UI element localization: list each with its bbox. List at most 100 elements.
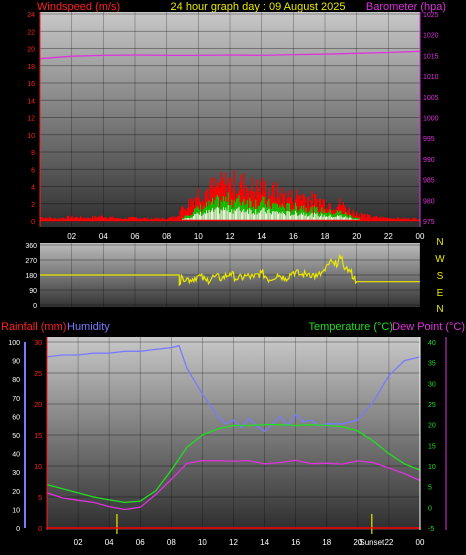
- temperature-y-tick-label: 30: [428, 381, 436, 388]
- temp-x-tick-label: 14: [260, 538, 269, 547]
- humidity-y-tick-label: 50: [12, 433, 20, 440]
- humidity-y-tick-label: 60: [12, 414, 20, 421]
- wind-x-tick-label: 18: [321, 232, 330, 241]
- wind-y-tick-label: 24: [27, 12, 35, 19]
- temperature-y-tick-label: -5: [428, 526, 434, 533]
- rainfall-y-tick-label: 5: [38, 495, 42, 502]
- barometer-y-tick-label: 1025: [423, 12, 439, 19]
- barometer-y-tick-label: 1015: [423, 53, 439, 60]
- temp-x-tick-label: 06: [136, 538, 145, 547]
- compass-label: W: [435, 254, 445, 265]
- temperature-panel-marks: [46, 344, 421, 534]
- wind-y-tick-label: 2: [31, 202, 35, 209]
- wind-y-tick-label: 0: [31, 219, 35, 226]
- temp-x-tick-label: 04: [105, 538, 114, 547]
- rainfall-y-tick-label: 0: [38, 526, 42, 533]
- temp-x-tick-label: 22: [384, 538, 393, 547]
- temp-x-tick-label: 16: [291, 538, 300, 547]
- direction-panel-marks: [40, 253, 420, 287]
- barometer-y-tick-label: 980: [423, 198, 435, 205]
- temp-x-tick-label: 18: [322, 538, 331, 547]
- wind-x-tick-label: 12: [226, 232, 235, 241]
- temperature-axis-title: Temperature (°C): [309, 321, 393, 333]
- rainfall-y-tick-label: 10: [34, 464, 42, 471]
- wind-y-tick-label: 18: [27, 64, 35, 71]
- barometer-y-tick-label: 975: [423, 219, 435, 226]
- wind-x-tick-label: 20: [352, 232, 361, 241]
- wind-y-tick-label: 14: [27, 98, 35, 105]
- barometer-line: [39, 50, 421, 60]
- rainfall-axis-title: Rainfall (mm): [1, 321, 66, 333]
- humidity-axis-title: Humidity: [67, 321, 110, 333]
- temperature-y-tick-label: 20: [428, 423, 436, 430]
- humidity-y-tick-label: 40: [12, 452, 20, 459]
- humidity-y-tick-label: 70: [12, 396, 20, 403]
- humidity-y-tick-label: 30: [12, 470, 20, 477]
- wind-direction-line: [40, 253, 420, 287]
- wind-y-tick-label: 6: [31, 167, 35, 174]
- wind-panel-axes: 0246810121416182022249759809859909951000…: [27, 12, 439, 241]
- temp-x-tick-label: 00: [416, 538, 425, 547]
- barometer-axis-title: Barometer (hpa): [366, 1, 446, 13]
- barometer-y-tick-label: 1000: [423, 116, 439, 123]
- temperature-y-tick-label: 40: [428, 340, 436, 347]
- wind-y-tick-label: 12: [27, 116, 35, 123]
- rainfall-y-tick-label: 25: [34, 371, 42, 378]
- wind-x-tick-label: 00: [416, 232, 425, 241]
- wind-x-tick-label: 04: [99, 232, 108, 241]
- temperature-line: [46, 424, 421, 504]
- temp-x-tick-label: 10: [198, 538, 207, 547]
- wind-y-tick-label: 10: [27, 133, 35, 140]
- barometer-y-tick-label: 985: [423, 178, 435, 185]
- temperature-y-tick-label: 5: [428, 485, 432, 492]
- wind-x-tick-label: 14: [257, 232, 266, 241]
- wind-y-tick-label: 16: [27, 81, 35, 88]
- rainfall-y-tick-label: 30: [34, 340, 42, 347]
- temperature-panel-axes: 0 5 10 15 20 25 30 0 10 20 30 40 50 60 70 80 90 100 -5 0 5 10…: [8, 337, 447, 547]
- barometer-y-tick-label: 1005: [423, 95, 439, 102]
- wind-x-tick-label: 02: [67, 232, 76, 241]
- compass-label: S: [437, 271, 444, 282]
- humidity-y-tick-label: 80: [12, 377, 20, 384]
- sunset-label: Sunset: [359, 538, 385, 547]
- direction-y-tick-label: 270: [25, 258, 37, 265]
- wind-x-tick-label: 16: [289, 232, 298, 241]
- direction-y-tick-label: 180: [25, 273, 37, 280]
- dewpoint-axis-title: Dew Point (°C): [392, 321, 465, 333]
- temperature-y-tick-label: 25: [428, 402, 436, 409]
- direction-y-tick-label: 360: [25, 243, 37, 250]
- humidity-y-tick-label: 0: [16, 526, 20, 533]
- rainfall-y-tick-label: 15: [34, 433, 42, 440]
- barometer-y-tick-label: 995: [423, 136, 435, 143]
- direction-y-tick-label: 0: [33, 303, 37, 310]
- rainfall-y-tick-label: 20: [34, 402, 42, 409]
- wind-panel-marks: [39, 50, 421, 222]
- wind-y-tick-label: 4: [31, 185, 35, 192]
- temperature-y-tick-label: 10: [428, 464, 436, 471]
- dewpoint-line: [46, 459, 421, 511]
- wind-y-tick-label: 8: [31, 150, 35, 157]
- humidity-y-tick-label: 90: [12, 359, 20, 366]
- direction-y-tick-label: 90: [29, 288, 37, 295]
- temp-x-tick-label: 02: [74, 538, 83, 547]
- humidity-line: [46, 344, 421, 433]
- temperature-panel-background: [47, 337, 420, 530]
- humidity-y-tick-label: 20: [12, 489, 20, 496]
- temp-x-tick-label: 08: [167, 538, 176, 547]
- wind-x-tick-label: 06: [131, 232, 140, 241]
- humidity-y-tick-label: 100: [8, 340, 20, 347]
- wind-y-tick-label: 20: [27, 47, 35, 54]
- wind-x-tick-label: 10: [194, 232, 203, 241]
- temperature-y-tick-label: 0: [428, 505, 432, 512]
- wind-y-tick-label: 22: [27, 29, 35, 36]
- barometer-y-tick-label: 1010: [423, 74, 439, 81]
- graph-title: 24 hour graph day : 09 August 2025: [171, 1, 346, 13]
- temperature-y-tick-label: 15: [428, 443, 436, 450]
- compass-label: E: [437, 288, 444, 299]
- barometer-y-tick-label: 1020: [423, 33, 439, 40]
- humidity-y-tick-label: 10: [12, 507, 20, 514]
- temperature-y-tick-label: 35: [428, 361, 436, 368]
- temp-x-tick-label: 20: [353, 538, 362, 547]
